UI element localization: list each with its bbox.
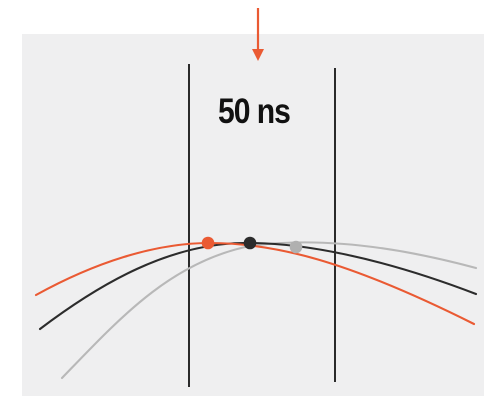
gray-peak-marker xyxy=(289,240,303,254)
window-label: 50 ns xyxy=(218,92,291,131)
gray-curve xyxy=(60,241,478,380)
black-curve xyxy=(38,241,478,331)
diagram-panel xyxy=(22,34,484,396)
orange-curve xyxy=(34,241,476,326)
orange-peak-marker xyxy=(201,236,215,250)
black-peak-marker xyxy=(243,236,257,250)
